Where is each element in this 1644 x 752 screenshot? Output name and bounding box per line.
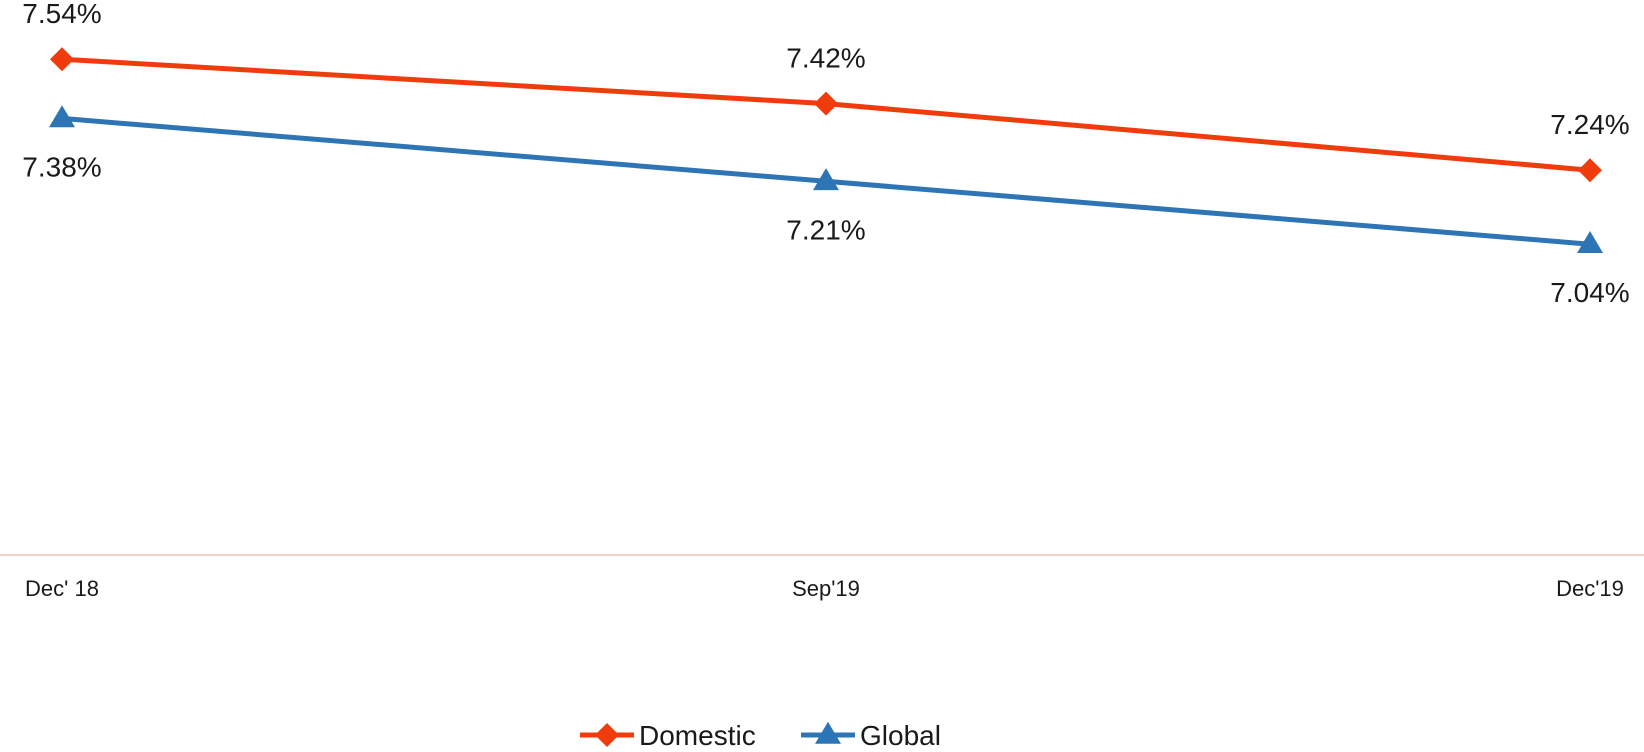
legend-entry-domestic: Domestic <box>580 720 756 751</box>
x-tick-labels: Dec' 18 Sep'19 Dec'19 <box>25 576 1624 601</box>
data-point-domestic-2 <box>814 91 838 116</box>
x-tick-label-2: Sep'19 <box>792 576 860 601</box>
data-label-domestic-3: 7.24% <box>1550 109 1629 140</box>
x-tick-label-1: Dec' 18 <box>25 576 99 601</box>
data-label-global-3: 7.04% <box>1550 277 1629 308</box>
x-tick-label-3: Dec'19 <box>1556 576 1624 601</box>
legend-entry-global: Global <box>801 720 941 751</box>
data-label-domestic-1: 7.54% <box>22 0 101 29</box>
data-label-domestic-2: 7.42% <box>786 43 865 74</box>
data-label-global-1: 7.38% <box>22 151 101 182</box>
series-global: 7.38% 7.21% 7.04% <box>22 105 1630 308</box>
legend-marker-global <box>815 721 841 744</box>
data-point-global-1 <box>49 105 75 128</box>
legend-label-domestic: Domestic <box>639 720 756 751</box>
series-layer: 7.54% 7.42% 7.24% 7.38% 7.21% 7.04% <box>22 0 1629 308</box>
data-point-global-3 <box>1577 231 1603 253</box>
data-point-domestic-1 <box>50 47 74 72</box>
data-point-domestic-3 <box>1578 158 1602 183</box>
legend: Domestic Global <box>580 720 941 751</box>
legend-marker-domestic <box>595 723 619 747</box>
legend-label-global: Global <box>860 720 941 751</box>
series-domestic: 7.54% 7.42% 7.24% <box>22 0 1630 183</box>
data-point-global-2 <box>813 168 839 191</box>
data-label-global-2: 7.21% <box>786 214 865 245</box>
